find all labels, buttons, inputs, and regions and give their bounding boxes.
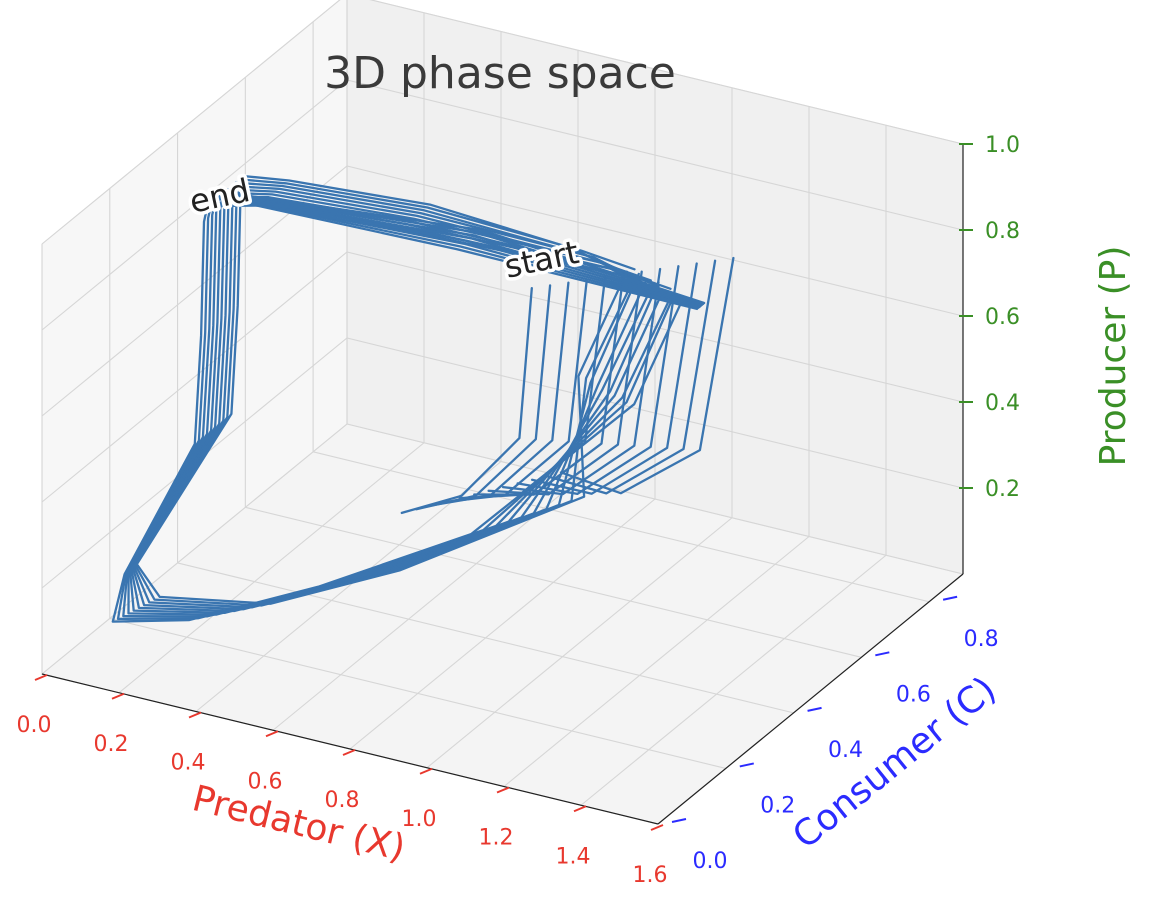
gridline-z [41,251,964,503]
x-tick-label: 1.4 [556,844,591,869]
trajectory-fan [473,273,625,496]
x-tick-label: 0.2 [94,732,129,757]
gridline-z [41,165,964,417]
x-tick-label: 0.8 [325,788,360,813]
trajectory-fan [458,276,607,500]
x-axis-line [41,673,659,825]
x-tick [188,711,202,719]
gridline-z [41,79,964,331]
gridlines [41,0,964,825]
x-tick-label: 0.0 [17,713,52,738]
x-axis-label: Predator (X) [188,778,409,869]
x-tick [265,730,279,738]
y-tick-label: 0.6 [896,682,931,707]
trajectory-loop [135,174,628,605]
x-tick [650,824,664,831]
x-tick-label: 1.6 [633,863,668,888]
y-tick-label: 0.0 [693,849,728,874]
x-tick [111,692,125,700]
z-axis-label: Producer (P) [1093,246,1134,467]
trajectory-shelf [213,195,699,311]
x-tick [419,767,433,775]
gridline-z [41,0,964,245]
y-tick [942,595,958,601]
trajectory-shelf [214,194,700,310]
trajectory-shelf [224,191,706,305]
z-tick-label: 0.8 [985,219,1020,244]
x-tick [34,674,48,681]
x-tick-label: 0.6 [248,769,283,794]
chart-title: 3D phase space [324,48,676,99]
trajectory-shelf [221,192,704,306]
trajectory-fan [559,256,735,495]
z-tick-label: 0.2 [985,477,1020,502]
trajectory-shelf [219,192,703,307]
y-tick-label: 0.8 [964,627,999,652]
z-tick-label: 0.6 [985,305,1020,330]
gridline-y [346,0,964,575]
trajectory-fan [501,267,662,496]
x-tick [573,805,587,813]
gridline-z [41,337,964,589]
x-tick-label: 1.0 [402,807,437,832]
trajectory-fan [487,270,643,496]
trajectory-shelf [216,193,701,309]
x-tick [496,786,510,794]
y-tick [739,762,754,768]
trajectory-fan [516,265,680,496]
y-tick-label: 0.4 [828,738,863,763]
x-tick [342,749,356,756]
trajectory-fan [530,262,698,495]
y-tick [807,706,822,712]
trajectory-fan [545,259,717,495]
y-tick [671,818,687,823]
x-tick-label: 0.4 [171,751,206,776]
axis-lines [41,144,964,825]
trajectory-shelf [218,193,702,308]
trajectory [111,174,735,623]
trajectory-shelf [223,191,705,306]
axes-panes [40,0,965,825]
gridline-y [177,132,794,714]
tick-labels: 0.0 0.2 0.4 0.6 0.8 1.0 1.2 1.4 1.6 0.0 0.2 0.4 0.6 0… [17,133,1021,888]
y-tick [875,651,890,657]
y-axis-label: Consumer (C) [785,669,1004,857]
z-tick-label: 0.4 [985,391,1020,416]
y-tick-label: 0.2 [760,793,795,818]
gridline-y [244,77,862,658]
gridline-y [109,188,726,769]
x-tick-label: 1.2 [479,826,514,851]
z-tick-label: 1.0 [985,133,1020,158]
gridline-y [312,21,930,603]
y-axis-line [657,573,964,825]
